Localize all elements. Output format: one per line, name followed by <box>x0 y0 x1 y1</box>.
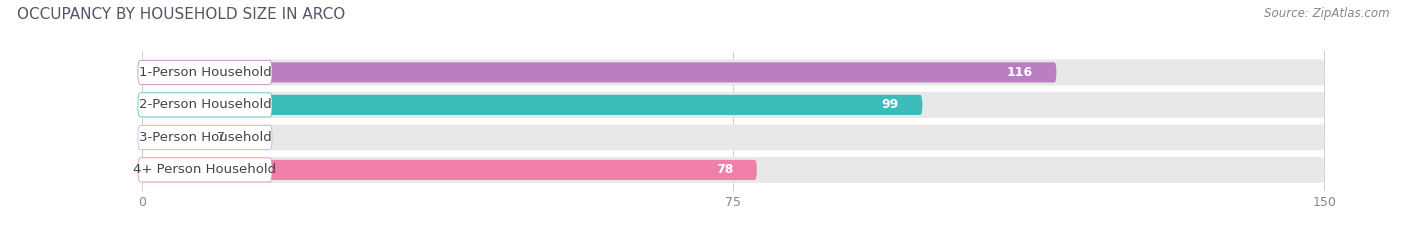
FancyBboxPatch shape <box>138 158 271 182</box>
Text: 1-Person Household: 1-Person Household <box>139 66 271 79</box>
FancyBboxPatch shape <box>142 124 1324 151</box>
FancyBboxPatch shape <box>142 127 197 147</box>
Text: Source: ZipAtlas.com: Source: ZipAtlas.com <box>1264 7 1389 20</box>
FancyBboxPatch shape <box>142 95 922 115</box>
FancyBboxPatch shape <box>138 93 271 117</box>
FancyBboxPatch shape <box>138 125 271 149</box>
FancyBboxPatch shape <box>142 157 1324 183</box>
FancyBboxPatch shape <box>142 62 1056 82</box>
Text: 4+ Person Household: 4+ Person Household <box>134 163 277 176</box>
FancyBboxPatch shape <box>138 60 271 84</box>
Text: 3-Person Household: 3-Person Household <box>139 131 271 144</box>
Text: 78: 78 <box>716 163 733 176</box>
Text: 116: 116 <box>1007 66 1033 79</box>
Text: 99: 99 <box>882 98 898 111</box>
FancyBboxPatch shape <box>142 59 1324 86</box>
FancyBboxPatch shape <box>142 160 756 180</box>
Text: 2-Person Household: 2-Person Household <box>139 98 271 111</box>
Text: 7: 7 <box>217 131 225 144</box>
FancyBboxPatch shape <box>142 92 1324 118</box>
Text: OCCUPANCY BY HOUSEHOLD SIZE IN ARCO: OCCUPANCY BY HOUSEHOLD SIZE IN ARCO <box>17 7 344 22</box>
